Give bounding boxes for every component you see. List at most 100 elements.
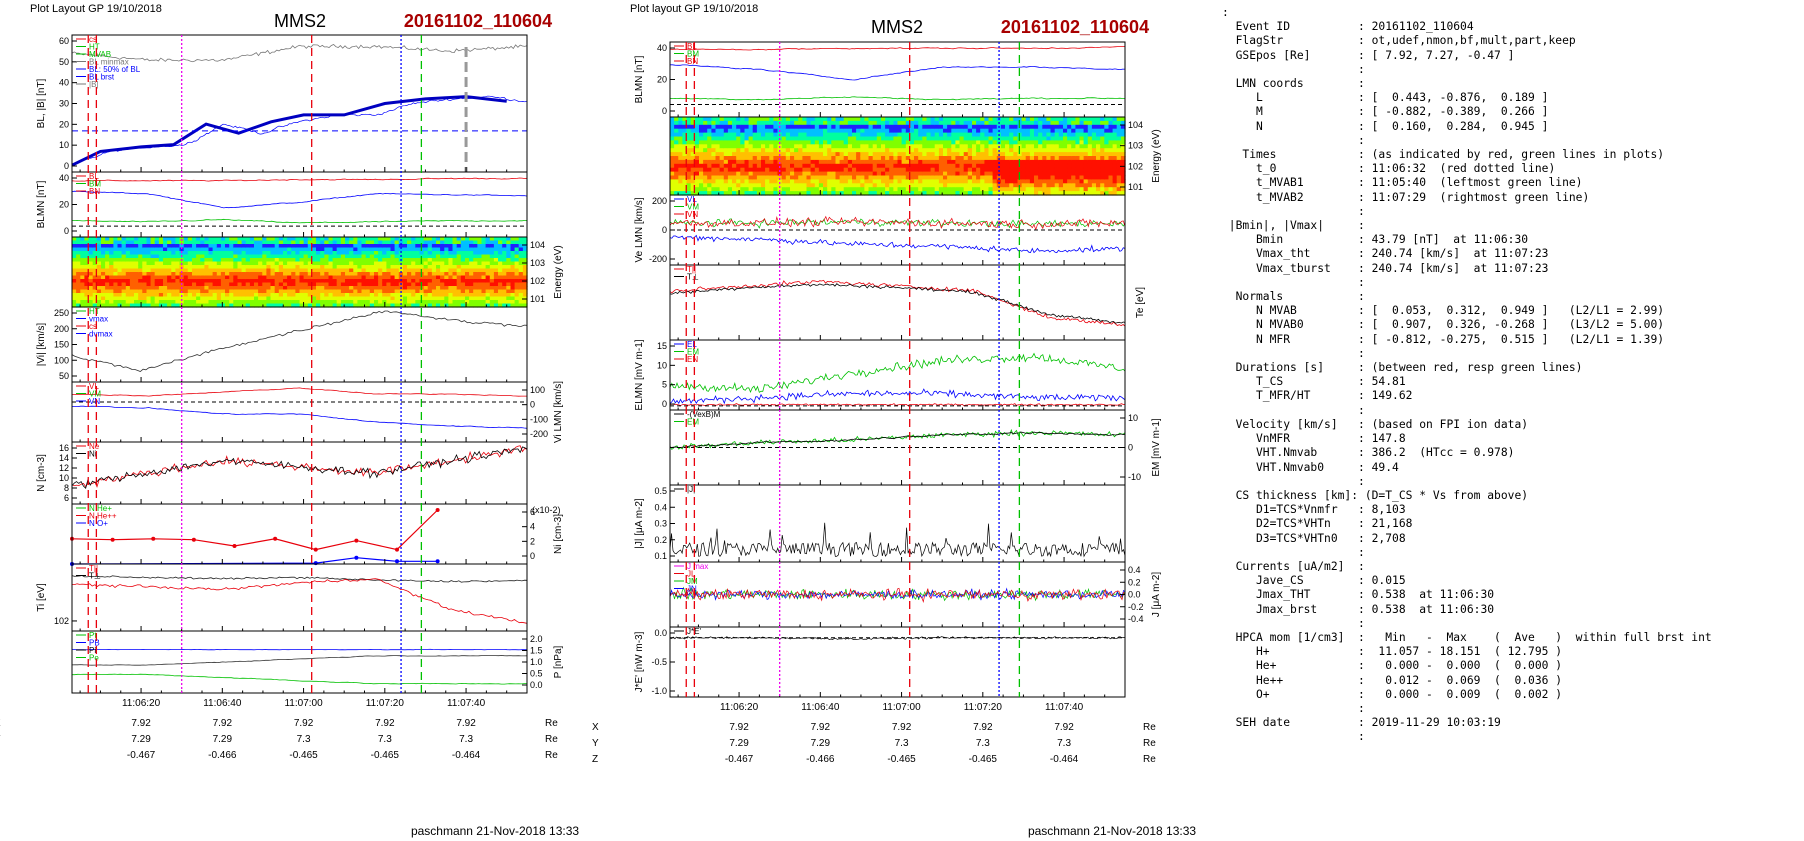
spectrogram-cell — [336, 296, 342, 301]
spectrogram-cell — [431, 261, 437, 266]
spectrogram-cell — [860, 159, 866, 165]
spectrogram-cell — [756, 148, 762, 153]
spectrogram-cell — [80, 303, 86, 308]
spectrogram-cell — [452, 240, 458, 245]
spectrogram-cell — [1096, 171, 1101, 177]
spectrogram-cell — [237, 303, 243, 308]
spectrogram-cell — [790, 191, 795, 196]
spectrogram-cell — [506, 286, 512, 291]
spectrogram-cell — [266, 237, 272, 242]
spectrogram-cell — [781, 163, 787, 169]
spectrogram-cell — [885, 132, 890, 138]
spectrogram-cell — [678, 128, 684, 134]
spectrogram-cell — [514, 286, 520, 291]
spectrogram-cell — [129, 300, 135, 305]
spectrogram-cell — [208, 275, 214, 280]
spectrogram-cell — [918, 156, 923, 161]
spectrogram-cell — [947, 187, 952, 192]
spectrogram-cell — [270, 265, 276, 270]
spectrogram-cell — [481, 244, 487, 249]
spectrogram-cell — [934, 128, 940, 134]
spectrogram-cell — [369, 275, 375, 280]
spectrogram-cell — [707, 132, 712, 138]
spectrogram-cell — [386, 272, 392, 277]
spectrogram-cell — [340, 244, 346, 249]
spectrogram-cell — [266, 286, 272, 291]
spectrogram-cell — [481, 247, 487, 252]
spectrogram-cell — [245, 240, 251, 245]
spectrogram-cell — [748, 187, 754, 192]
spectrogram-cell — [76, 282, 81, 287]
spectrogram-cell — [814, 128, 820, 134]
spectrogram-cell — [756, 152, 762, 157]
spectrogram-cell — [1067, 191, 1072, 196]
spectrogram-cell — [307, 296, 313, 301]
spectrogram-cell — [117, 251, 123, 256]
spectrogram-cell — [765, 132, 770, 138]
spectrogram-cell — [411, 268, 416, 273]
spectrogram-cell — [278, 261, 284, 266]
spectrogram-cell — [1108, 156, 1114, 161]
spectrogram-cell — [353, 272, 359, 277]
spectrogram-cell — [349, 286, 354, 291]
spectrogram-cell — [196, 244, 201, 249]
spectrogram-cell — [307, 240, 313, 245]
spectrogram-cell — [394, 240, 400, 245]
spectrogram-cell — [1091, 128, 1097, 134]
spectrogram-cell — [831, 140, 837, 145]
spectrogram-cell — [752, 167, 758, 173]
spectrogram-cell — [1042, 191, 1048, 196]
spectrogram-cell — [835, 183, 841, 188]
spectrogram-cell — [96, 282, 102, 287]
spectrogram-cell — [92, 265, 98, 270]
spectrogram-cell — [934, 159, 940, 165]
spectrogram-cell — [154, 282, 160, 287]
spectrogram-cell — [980, 152, 985, 157]
spectrogram-cell — [245, 258, 251, 263]
spectrogram-cell — [1120, 156, 1126, 161]
spectrogram-cell — [872, 175, 878, 180]
spectrogram-cell — [703, 117, 708, 122]
spectrogram-cell — [105, 251, 110, 256]
spectrogram-cell — [76, 265, 81, 270]
spectrogram-cell — [876, 187, 882, 192]
spectrogram-cell — [448, 258, 454, 263]
spectrogram-cell — [926, 132, 932, 138]
spectrogram-cell — [270, 293, 276, 298]
spectrogram-cell — [196, 261, 201, 266]
spectrogram-cell — [175, 254, 181, 259]
spectrogram-cell — [113, 303, 119, 308]
spectrogram-cell — [229, 258, 234, 263]
spectrogram-cell — [670, 167, 675, 173]
spectrogram-cell — [938, 159, 944, 165]
spectrogram-cell — [740, 148, 746, 153]
spectrogram-cell — [748, 136, 754, 141]
spectrogram-cell — [436, 272, 441, 277]
spectrogram-cell — [287, 237, 292, 242]
spectrogram-cell — [976, 159, 981, 165]
spectrogram-cell — [980, 183, 985, 188]
spectrogram-cell — [158, 282, 164, 287]
spectrogram-cell — [518, 303, 524, 308]
spectrogram-cell — [839, 187, 845, 192]
spectrogram-cell — [1087, 167, 1093, 173]
spectrogram-cell — [134, 289, 139, 294]
spectrogram-cell — [146, 293, 152, 298]
position-value: 7.29 — [131, 734, 151, 745]
middle-panel-4: Te [eV]T||T⊥ — [669, 264, 1146, 341]
spectrogram-cell — [303, 237, 309, 242]
spectrogram-cell — [374, 240, 379, 245]
spectrogram-cell — [266, 303, 272, 308]
spectrogram-cell — [498, 293, 503, 298]
spectrogram-cell — [1034, 128, 1039, 134]
spectrogram-cell — [320, 254, 325, 259]
spectrogram-cell — [514, 265, 520, 270]
spectrogram-cell — [332, 258, 338, 263]
spectrogram-cell — [113, 282, 119, 287]
spectrogram-cell — [988, 128, 994, 134]
spectrogram-cell — [456, 244, 462, 249]
spectrogram-cell — [790, 167, 795, 173]
spectrogram-cell — [1112, 120, 1118, 126]
spectrogram-cell — [146, 265, 152, 270]
spectrogram-cell — [431, 303, 437, 308]
